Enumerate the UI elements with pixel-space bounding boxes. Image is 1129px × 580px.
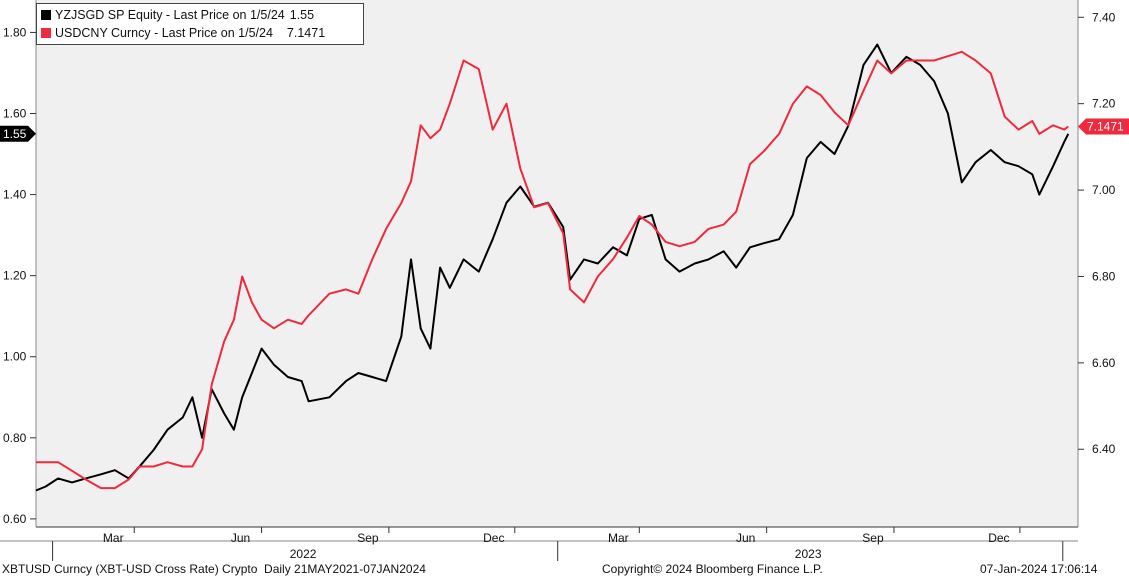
left-tick-label: 1.20 (3, 269, 27, 283)
date-axis: Mar Jun Sep Dec Mar Jun Sep Dec 2022 2023 (52, 527, 1064, 561)
right-tick-label: 7.40 (1092, 10, 1116, 24)
month-tick-label: Mar (103, 531, 124, 545)
last-value-label-right: 7.1471 (1087, 120, 1124, 134)
footer-timestamp: 07-Jan-2024 17:06:14 (980, 562, 1098, 576)
legend-item-usdcny: USDCNY Curncy - Last Price on 1/5/24 7.1… (41, 24, 359, 42)
left-tick-label: 0.60 (3, 512, 27, 526)
right-tick-label: 6.80 (1092, 269, 1116, 283)
year-label: 2022 (290, 547, 317, 561)
left-tick-label: 1.00 (3, 350, 27, 364)
legend-swatch-red (41, 28, 51, 38)
left-axis: 1.80 1.60 1.40 1.20 1.00 0.80 0.60 (3, 25, 36, 526)
legend-swatch-black (41, 10, 51, 20)
month-tick-label: Mar (608, 531, 629, 545)
left-tick-label: 1.80 (3, 25, 27, 39)
legend-item-yzjsgd: YZJSGD SP Equity - Last Price on 1/5/24 … (41, 6, 359, 24)
left-tick-label: 1.40 (3, 188, 27, 202)
last-value-tag-left (0, 125, 36, 142)
legend-text: USDCNY Curncy - Last Price on 1/5/24 (55, 26, 273, 40)
month-tick-label: Dec (483, 531, 504, 545)
legend-value: 1.55 (289, 8, 315, 22)
left-tick-label: 0.80 (3, 431, 27, 445)
footer-source: XBTUSD Curncy (XBT-USD Cross Rate) Crypt… (2, 562, 426, 576)
series-line-usdcny (36, 50, 1069, 490)
right-axis: 7.40 7.20 7.00 6.80 6.60 6.40 (1078, 10, 1116, 456)
month-tick-label: Sep (862, 531, 884, 545)
last-value-labels: 1.55 7.1471 (0, 118, 1129, 142)
year-label: 2023 (795, 547, 822, 561)
left-tick-label: 1.60 (3, 107, 27, 121)
month-tick-label: Sep (357, 531, 379, 545)
right-tick-label: 7.20 (1092, 97, 1116, 111)
last-value-label-left: 1.55 (3, 127, 27, 141)
month-tick-label: Jun (736, 531, 755, 545)
series-layer (35, 43, 1070, 492)
last-value-tag-right (1078, 118, 1129, 135)
month-tick-label: Jun (231, 531, 250, 545)
footer-copyright: Copyright© 2024 Bloomberg Finance L.P. (602, 562, 823, 576)
legend-value: 7.1471 (286, 26, 326, 40)
right-tick-label: 6.40 (1092, 442, 1116, 456)
right-tick-label: 7.00 (1092, 183, 1116, 197)
legend: YZJSGD SP Equity - Last Price on 1/5/24 … (36, 3, 364, 45)
plot-background (36, 0, 1078, 527)
month-tick-label: Dec (988, 531, 1009, 545)
legend-text: YZJSGD SP Equity - Last Price on 1/5/24 (55, 8, 285, 22)
right-tick-label: 6.60 (1092, 356, 1116, 370)
